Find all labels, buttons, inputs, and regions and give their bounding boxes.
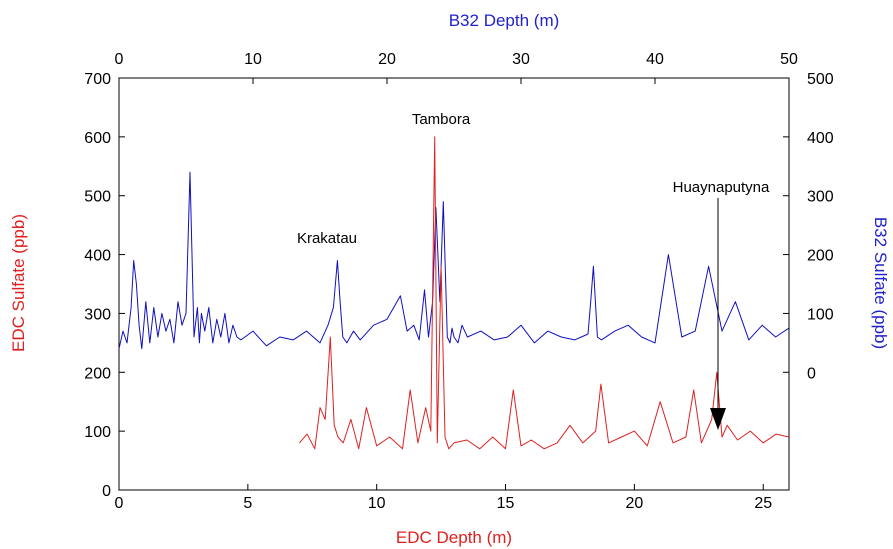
top-tick-label: 40 [646,51,664,68]
right-tick-label: 300 [807,189,834,206]
plot-area-frame [118,77,790,491]
top-axis-title: B32 Depth (m) [449,11,560,30]
annotation-huaynaputyna: Huaynaputyna [673,179,770,196]
series-line-b32 [118,171,790,350]
left-tick-label: 100 [84,424,111,441]
left-tick-label: 0 [102,483,111,500]
right-tick-label: 400 [807,130,834,147]
huaynaputyna-arrow-head [710,408,726,430]
left-axis-title: EDC Sulfate (ppb) [9,214,28,352]
right-tick-label: 500 [807,71,834,88]
left-tick-label: 700 [84,71,111,88]
left-tick-label: 200 [84,365,111,382]
bottom-axis-title: EDC Depth (m) [396,528,512,547]
left-tick-label: 400 [84,248,111,265]
top-tick-label: 20 [378,51,396,68]
annotation-tambora: Tambora [412,111,471,128]
annotation-krakatau: Krakatau [297,230,357,247]
left-tick-label: 600 [84,130,111,147]
series-line-edc [299,136,790,450]
bottom-tick-label: 20 [625,495,643,512]
bottom-tick-label: 10 [368,495,386,512]
top-tick-label: 10 [244,51,262,68]
series-layer [118,136,790,450]
bottom-tick-label: 5 [243,495,252,512]
right-tick-label: 200 [807,248,834,265]
tick-layer: 0 5 10 15 20 250 10 20 30 40 500100200300400500600… [84,51,834,512]
left-tick-label: 300 [84,306,111,323]
top-tick-label: 50 [780,51,798,68]
right-tick-label: 100 [807,306,834,323]
left-tick-label: 500 [84,189,111,206]
bottom-tick-label: 0 [115,495,124,512]
right-tick-label: 0 [807,365,816,382]
bottom-tick-label: 15 [497,495,515,512]
bottom-tick-label: 25 [754,495,772,512]
right-axis-title: B32 Sulfate (ppb) [871,217,890,349]
top-tick-label: 30 [512,51,530,68]
top-tick-label: 0 [115,51,124,68]
annotation-layer: Tambora Krakatau Huaynaputyna [297,111,770,430]
